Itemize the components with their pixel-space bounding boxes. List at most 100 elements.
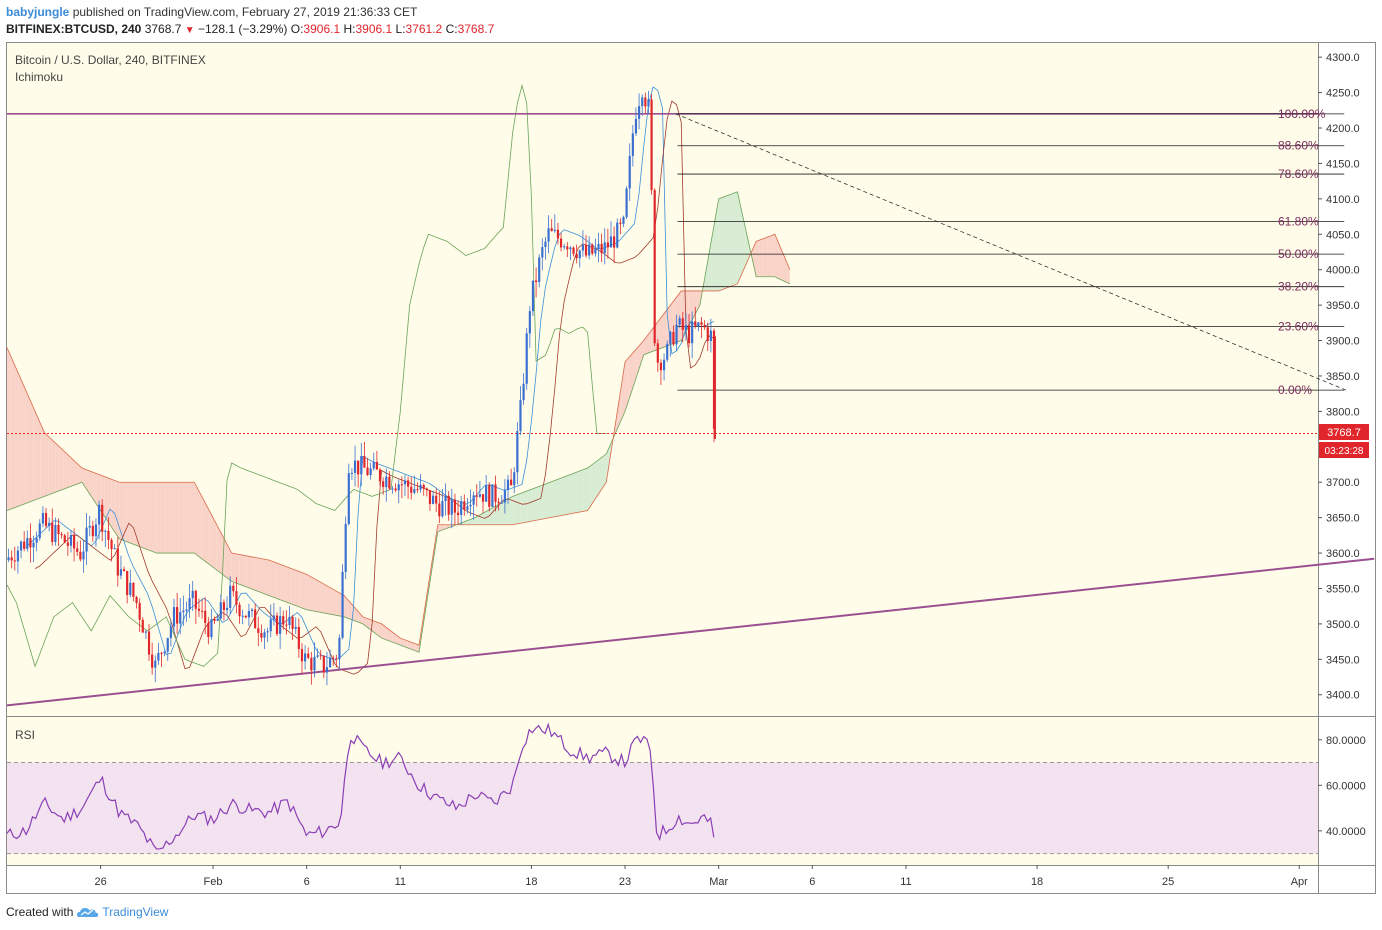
kumo-segment <box>123 482 127 542</box>
candle-body <box>63 535 66 543</box>
candle-body <box>360 456 363 475</box>
candle-body <box>609 236 613 248</box>
candle-body <box>79 551 82 560</box>
candle-body <box>466 506 469 510</box>
candle-body <box>450 499 453 515</box>
candle-body <box>622 217 625 224</box>
time-tick-label: 6 <box>304 876 310 888</box>
candle-body <box>275 615 279 634</box>
kumo-segment <box>104 476 109 522</box>
candle-body <box>35 538 38 543</box>
candle-body <box>319 655 322 657</box>
candle-body <box>204 610 207 623</box>
candle-body <box>222 602 226 611</box>
candle-body <box>691 321 694 344</box>
kumo-segment <box>643 335 648 355</box>
kumo-segment <box>74 460 79 486</box>
kumo-segment <box>141 482 146 549</box>
chikou-line <box>6 83 607 668</box>
trendlines[interactable] <box>6 113 1375 707</box>
candle-body <box>400 484 403 486</box>
kumo-segment <box>389 629 393 643</box>
candle-body <box>26 538 29 549</box>
candle-body <box>113 548 116 550</box>
candle-body <box>104 530 107 532</box>
ichimoku-legend[interactable]: Ichimoku <box>15 70 63 84</box>
kumo-segment <box>209 510 214 568</box>
tradingview-brand[interactable]: TradingView <box>102 905 169 919</box>
candle-body <box>110 539 113 550</box>
fib-label-2: 78.60% <box>1278 167 1319 181</box>
candle-body <box>10 557 13 561</box>
candle-body <box>297 626 300 650</box>
rsi-legend[interactable]: RSI <box>15 728 35 742</box>
candle-body <box>88 525 91 528</box>
candle-body <box>578 250 581 259</box>
kumo-segment <box>565 475 569 515</box>
symbol[interactable]: BITFINEX:BTCUSD, 240 <box>6 22 142 36</box>
price-tick-label: 4200.0 <box>1326 123 1360 135</box>
fib-label-7: 0.00% <box>1278 383 1312 397</box>
kumo-segment <box>591 462 596 505</box>
fibonacci-retracement[interactable]: 100.00% 88.60% 78.60% 61.80% 50.00% 38.20% 23.… <box>677 107 1345 397</box>
kumo-segment <box>227 545 232 582</box>
kumo-segment <box>531 487 536 522</box>
time-tick-label: 11 <box>395 876 406 888</box>
candle-body <box>182 610 185 613</box>
candle-body <box>135 596 138 603</box>
candle-body <box>456 512 460 515</box>
candle-body <box>191 590 194 599</box>
rsi-axis[interactable]: 80.0000 60.0000 40.0000 <box>1318 735 1366 838</box>
kumo-segment <box>168 482 172 554</box>
kumo-segment <box>18 373 22 507</box>
candle-body <box>229 585 232 608</box>
kumo-segment <box>606 445 611 483</box>
candle-body <box>316 655 319 657</box>
tradingview-logo[interactable]: TradingView <box>77 905 168 919</box>
candle-body <box>328 657 332 668</box>
candle-body <box>394 488 397 491</box>
kumo-segment <box>392 632 397 644</box>
kumo-segment <box>299 571 303 609</box>
time-tick-label: 25 <box>1162 876 1174 888</box>
candle-body <box>475 495 478 497</box>
candle-body <box>294 626 297 629</box>
time-axis[interactable]: 26 Feb 6 11 18 23 Mar 6 11 18 25 Apr <box>95 865 1309 888</box>
candle-body <box>453 499 457 513</box>
kumo-segment <box>471 517 476 525</box>
candle-body <box>353 460 357 473</box>
price-tick-label: 4150.0 <box>1326 158 1360 170</box>
projection-dashed-line <box>675 113 1347 391</box>
kumo-segment <box>344 595 348 619</box>
kumo-segment <box>66 453 71 488</box>
author-name[interactable]: babyjungle <box>6 5 70 19</box>
candle-body <box>129 582 132 596</box>
symbol-line: BITFINEX:BTCUSD, 240 3768.7 ▼ −128.1 (−3… <box>6 22 494 36</box>
kumo-segment <box>231 553 236 583</box>
rsi-tick-label: 80.0000 <box>1326 735 1366 747</box>
candle-body <box>703 324 706 328</box>
candle-body <box>16 550 20 562</box>
candle-body <box>397 484 400 491</box>
candle-body <box>541 247 544 258</box>
candle-body <box>97 504 101 525</box>
kumo-segment <box>632 349 637 389</box>
candle-body <box>709 330 712 341</box>
kumo-segment <box>284 565 288 603</box>
kumo-segment <box>59 446 64 491</box>
candle-body <box>73 535 76 549</box>
price-axis[interactable]: 4300.0 4250.0 4200.0 4150.0 4100.0 4050.0 4000… <box>1318 52 1360 702</box>
chart-legend-title[interactable]: Bitcoin / U.S. Dollar, 240, BITFINEX <box>15 53 206 67</box>
footer: Created with TradingView <box>6 905 168 919</box>
countdown-badge-text: 03:23:28 <box>1325 446 1364 457</box>
high-value: 3906.1 <box>355 22 393 36</box>
kumo-segment <box>752 241 757 277</box>
kumo-segment <box>302 572 307 610</box>
kumo-segment <box>310 576 315 612</box>
kumo-segment <box>205 503 210 565</box>
kumo-segment <box>636 344 641 378</box>
candle-body <box>347 473 350 525</box>
kumo-segment <box>741 208 745 276</box>
chart-frame[interactable] <box>6 42 1376 894</box>
